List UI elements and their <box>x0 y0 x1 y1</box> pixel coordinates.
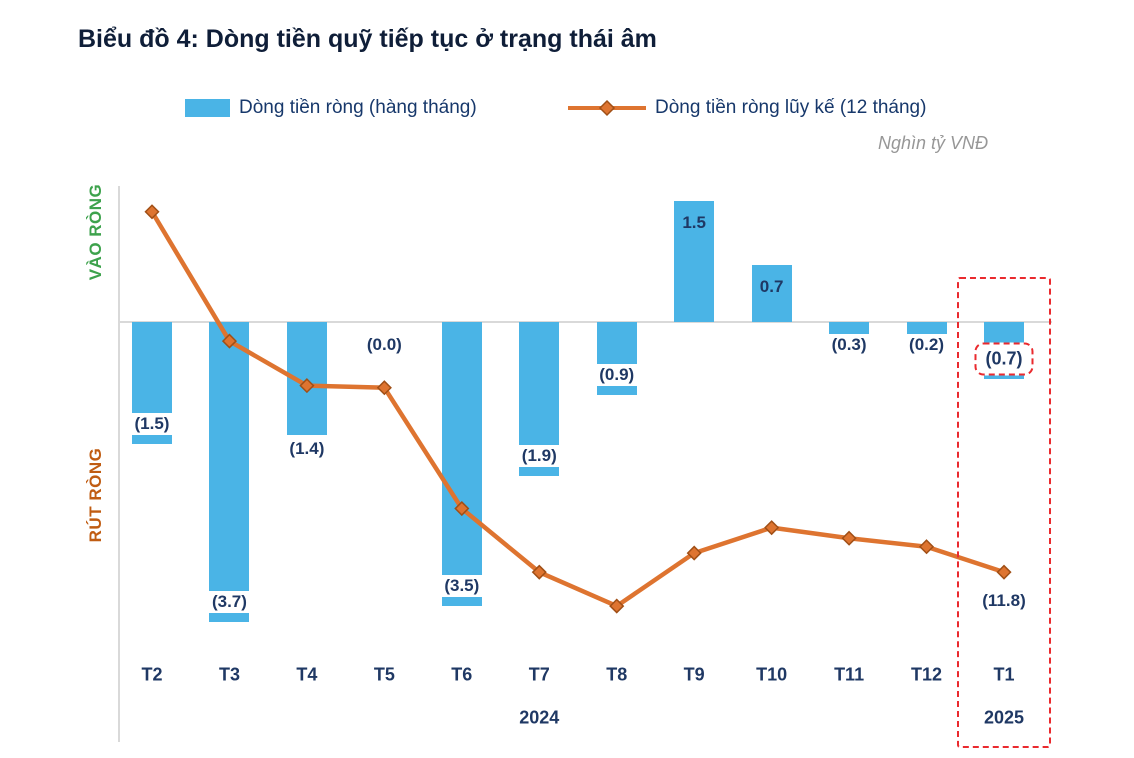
line-marker-T5 <box>376 380 392 396</box>
bar-label-T7: (1.9) <box>516 444 562 467</box>
legend-label-cumulative: Dòng tiền ròng lũy kế (12 tháng) <box>655 97 927 118</box>
legend-label-monthly: Dòng tiền ròng (hàng tháng) <box>239 97 477 118</box>
chart-title: Biểu đồ 4: Dòng tiền quỹ tiếp tục ở trạn… <box>78 25 657 53</box>
legend-item-monthly: Dòng tiền ròng (hàng tháng) <box>185 94 477 122</box>
bar-label-T3: (3.7) <box>206 590 252 613</box>
line-marker-T10 <box>764 520 780 536</box>
x-axis-label-T6: T6 <box>451 664 473 685</box>
bar-label-T2: (1.5) <box>129 412 175 435</box>
bar-label-T5: (0.0) <box>361 334 407 356</box>
bar-T4 <box>286 322 327 436</box>
x-axis-label-T11: T11 <box>834 664 865 685</box>
line-marker-T11 <box>841 530 857 546</box>
legend-item-cumulative: Dòng tiền ròng lũy kế (12 tháng) <box>568 94 926 122</box>
x-axis-label-T4: T4 <box>296 664 318 685</box>
bar-label-T11: (0.3) <box>826 334 872 356</box>
year-label-2024: 2024 <box>519 707 560 728</box>
line-marker-T2 <box>144 204 160 220</box>
bar-label-T10: 0.7 <box>759 277 784 297</box>
x-axis-label-T10: T10 <box>756 664 788 685</box>
bar-series-swatch-icon <box>185 99 230 117</box>
x-axis-label-T1: T1 <box>993 664 1015 685</box>
cumulative-line <box>150 210 1005 609</box>
bar-T3 <box>209 322 250 622</box>
line-end-label: (11.8) <box>982 591 1026 611</box>
x-axis-label-T5: T5 <box>373 664 395 685</box>
bar-label-T12: (0.2) <box>904 334 950 356</box>
bar-label-T4: (1.4) <box>284 438 330 461</box>
x-axis-label-T2: T2 <box>141 664 163 685</box>
bar-label-T6: (3.5) <box>439 574 485 597</box>
bar-label-T9: 1.5 <box>682 212 706 232</box>
line-marker-T7 <box>531 564 547 580</box>
y-axis-line <box>118 186 120 742</box>
year-label-2025: 2025 <box>983 707 1025 728</box>
x-axis-label-T12: T12 <box>911 664 943 685</box>
line-series-swatch-icon <box>568 98 646 118</box>
x-axis-label-T3: T3 <box>218 664 240 685</box>
legend: Dòng tiền ròng (hàng tháng) Dòng tiền rò… <box>0 94 1134 122</box>
line-marker-T12 <box>918 539 935 555</box>
x-axis-label-T8: T8 <box>606 664 628 685</box>
unit-label: Nghìn tỷ VNĐ <box>877 133 988 153</box>
bar-T6 <box>441 322 482 606</box>
line-marker-T1 <box>996 564 1012 580</box>
x-axis-label-T7: T7 <box>528 664 550 685</box>
bar-label-T8: (0.9) <box>594 363 640 386</box>
line-marker-T9 <box>686 545 702 561</box>
bar-label-T1: (0.7) <box>974 342 1034 376</box>
x-axis-label-T9: T9 <box>683 664 705 685</box>
line-marker-T8 <box>609 598 625 614</box>
